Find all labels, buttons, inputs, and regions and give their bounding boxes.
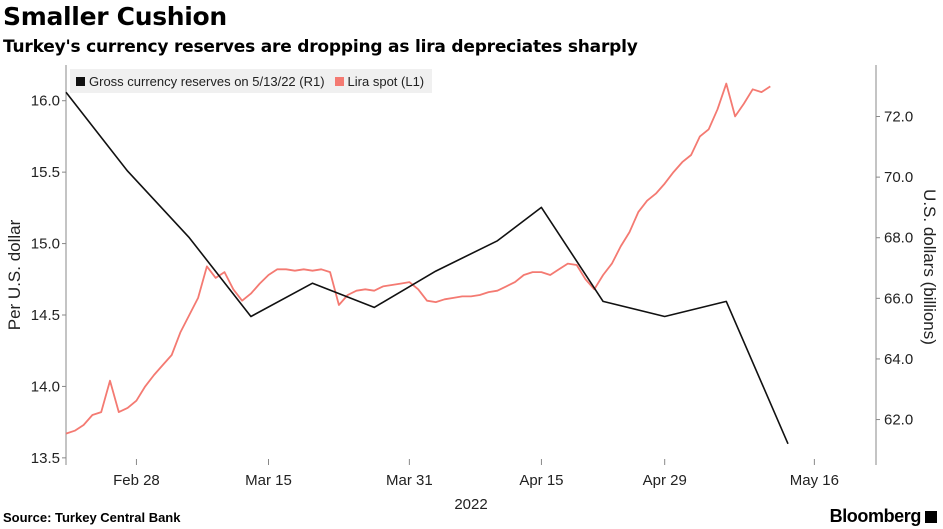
right-axis-title: U.S. dollars (billions) — [920, 189, 939, 345]
x-tick-label: Feb 28 — [113, 472, 160, 489]
x-axis-title: 2022 — [454, 496, 487, 513]
source-note: Source: Turkey Central Bank — [3, 510, 181, 525]
left-axis-title: Per U.S. dollar — [5, 219, 24, 330]
right-tick-label: 68.0 — [884, 230, 913, 247]
legend-item-reserves: Gross currency reserves on 5/13/22 (R1) — [76, 74, 325, 89]
legend-swatch-lira — [334, 76, 344, 86]
chart-title: Smaller Cushion — [3, 2, 227, 31]
right-tick-label: 62.0 — [884, 412, 913, 429]
series-line-lira-spot — [65, 82, 771, 435]
legend-item-lira: Lira spot (L1) — [334, 73, 425, 89]
x-tick-label: May 16 — [790, 472, 839, 489]
right-tick-label: 64.0 — [884, 351, 913, 368]
chart-subtitle: Turkey's currency reserves are dropping … — [3, 37, 638, 57]
right-tick-label: 66.0 — [884, 290, 913, 307]
left-tick-label: 14.0 — [31, 378, 60, 395]
left-tick-label: 13.5 — [31, 450, 60, 467]
left-tick-label: 15.5 — [31, 164, 60, 181]
bloomberg-logo: Bloomberg — [830, 506, 937, 527]
legend-label-reserves: Gross currency reserves on 5/13/22 (R1) — [89, 73, 325, 89]
x-tick-label: Apr 15 — [519, 472, 563, 489]
left-tick-label: 16.0 — [31, 93, 60, 110]
x-tick-label: Mar 31 — [386, 472, 433, 489]
right-tick-label: 72.0 — [884, 109, 913, 126]
x-tick-label: Mar 15 — [245, 472, 292, 489]
legend-swatch-reserves — [76, 76, 85, 86]
x-tick-label: Apr 29 — [643, 472, 687, 489]
legend-label-lira: Lira spot (L1) — [347, 73, 425, 89]
legend: Gross currency reserves on 5/13/22 (R1) … — [70, 69, 433, 93]
bloomberg-mark-icon — [925, 510, 937, 523]
series-line-gross-reserves — [65, 91, 789, 445]
left-tick-label: 14.5 — [31, 307, 60, 324]
right-tick-label: 70.0 — [884, 169, 913, 186]
brand-wordmark: Bloomberg — [829, 506, 922, 526]
left-tick-label: 15.0 — [31, 236, 60, 253]
